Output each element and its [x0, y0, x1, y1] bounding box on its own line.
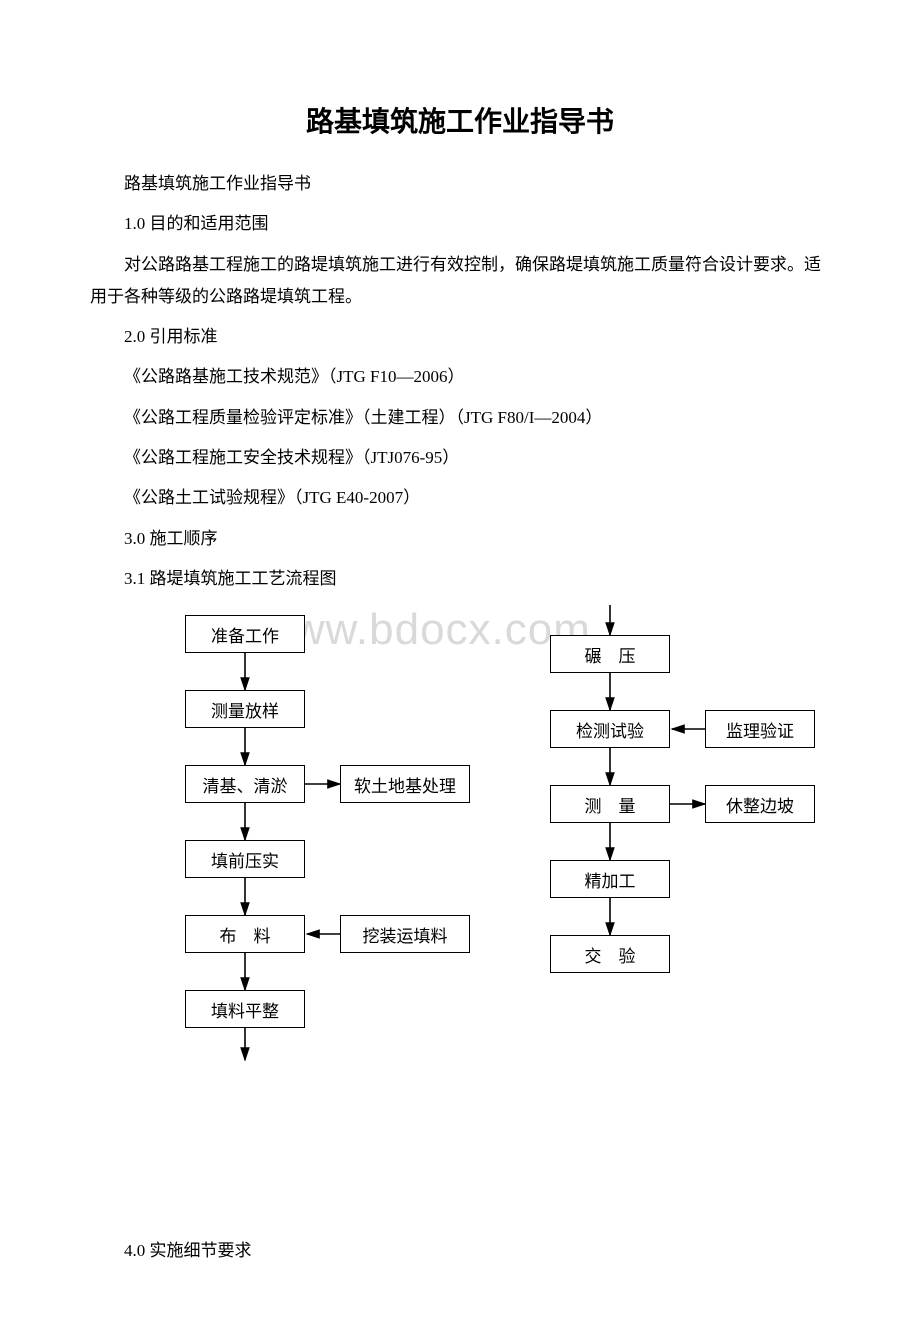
section-1-head: 1.0 目的和适用范围 [90, 208, 830, 240]
process-flowchart: www.bdocx.com 准备工作 测量放样 清基、清淤 软土地基处理 填前压… [130, 605, 870, 1075]
node-spread: 布 料 [185, 915, 305, 953]
node-survey: 测量放样 [185, 690, 305, 728]
node-accept: 交 验 [550, 935, 670, 973]
node-level: 填料平整 [185, 990, 305, 1028]
ref-standard-c: 《公路工程施工安全技术规程》（JTJ076-95） [90, 442, 830, 474]
section-1-body: 对公路路基工程施工的路堤填筑施工进行有效控制，确保路堤填筑施工质量符合设计要求。… [90, 249, 830, 314]
ref-standard-a: 《公路路基施工技术规范》（JTG F10—2006） [90, 361, 830, 393]
node-prepare: 准备工作 [185, 615, 305, 653]
section-3-sub: 3.1 路堤填筑施工工艺流程图 [90, 563, 830, 595]
node-supervise: 监理验证 [705, 710, 815, 748]
page-title: 路基填筑施工作业指导书 [90, 100, 830, 140]
node-rolling: 碾 压 [550, 635, 670, 673]
section-4-head: 4.0 实施细节要求 [90, 1235, 830, 1267]
node-excavate-transport: 挖装运填料 [340, 915, 470, 953]
node-slope-trim: 休整边坡 [705, 785, 815, 823]
node-clear-base: 清基、清淤 [185, 765, 305, 803]
section-3-head: 3.0 施工顺序 [90, 523, 830, 555]
ref-standard-d: 《公路土工试验规程》（JTG E40-2007） [90, 482, 830, 514]
section-2-head: 2.0 引用标准 [90, 321, 830, 353]
ref-standard-b: 《公路工程质量检验评定标准》（土建工程）（JTG F80/I—2004） [90, 402, 830, 434]
node-precompact: 填前压实 [185, 840, 305, 878]
node-measure: 测 量 [550, 785, 670, 823]
node-finish: 精加工 [550, 860, 670, 898]
node-test: 检测试验 [550, 710, 670, 748]
node-soft-soil: 软土地基处理 [340, 765, 470, 803]
subtitle-line: 路基填筑施工作业指导书 [90, 168, 830, 200]
